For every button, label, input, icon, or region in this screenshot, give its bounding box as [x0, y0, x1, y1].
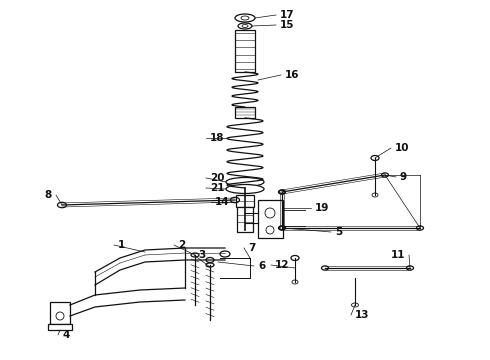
Bar — [258, 200, 283, 238]
Text: 18: 18 — [210, 133, 224, 143]
Text: 17: 17 — [280, 10, 294, 20]
Text: 6: 6 — [258, 261, 265, 271]
Text: 1: 1 — [118, 240, 125, 250]
Text: 5: 5 — [335, 227, 342, 237]
Bar — [236, 195, 254, 207]
Text: 10: 10 — [395, 143, 410, 153]
Ellipse shape — [291, 256, 299, 261]
Bar — [237, 207, 253, 232]
Ellipse shape — [238, 23, 252, 29]
Text: 13: 13 — [355, 310, 369, 320]
Ellipse shape — [226, 177, 264, 186]
Circle shape — [265, 208, 275, 218]
Bar — [48, 324, 72, 330]
Ellipse shape — [220, 251, 230, 257]
Text: 3: 3 — [198, 250, 205, 260]
Ellipse shape — [371, 156, 379, 161]
Text: 12: 12 — [275, 260, 290, 270]
Bar — [235, 30, 255, 72]
Ellipse shape — [372, 193, 378, 197]
Text: 4: 4 — [62, 330, 70, 340]
Ellipse shape — [351, 303, 359, 307]
Text: 7: 7 — [248, 243, 255, 253]
Text: 20: 20 — [210, 173, 224, 183]
Circle shape — [266, 226, 274, 234]
Text: 19: 19 — [315, 203, 329, 213]
Text: 2: 2 — [178, 240, 185, 250]
Text: 15: 15 — [280, 20, 294, 30]
Bar — [50, 302, 70, 324]
Ellipse shape — [226, 185, 264, 194]
Text: 14: 14 — [215, 197, 230, 207]
Circle shape — [56, 312, 64, 320]
Text: 9: 9 — [400, 172, 407, 182]
Text: 16: 16 — [285, 70, 299, 80]
Text: 21: 21 — [210, 183, 224, 193]
Ellipse shape — [206, 257, 214, 262]
Ellipse shape — [242, 24, 248, 27]
Ellipse shape — [241, 16, 249, 20]
Text: 11: 11 — [391, 250, 405, 260]
Text: 8: 8 — [45, 190, 52, 200]
Ellipse shape — [235, 14, 255, 22]
Ellipse shape — [292, 280, 298, 284]
Bar — [235, 107, 255, 118]
